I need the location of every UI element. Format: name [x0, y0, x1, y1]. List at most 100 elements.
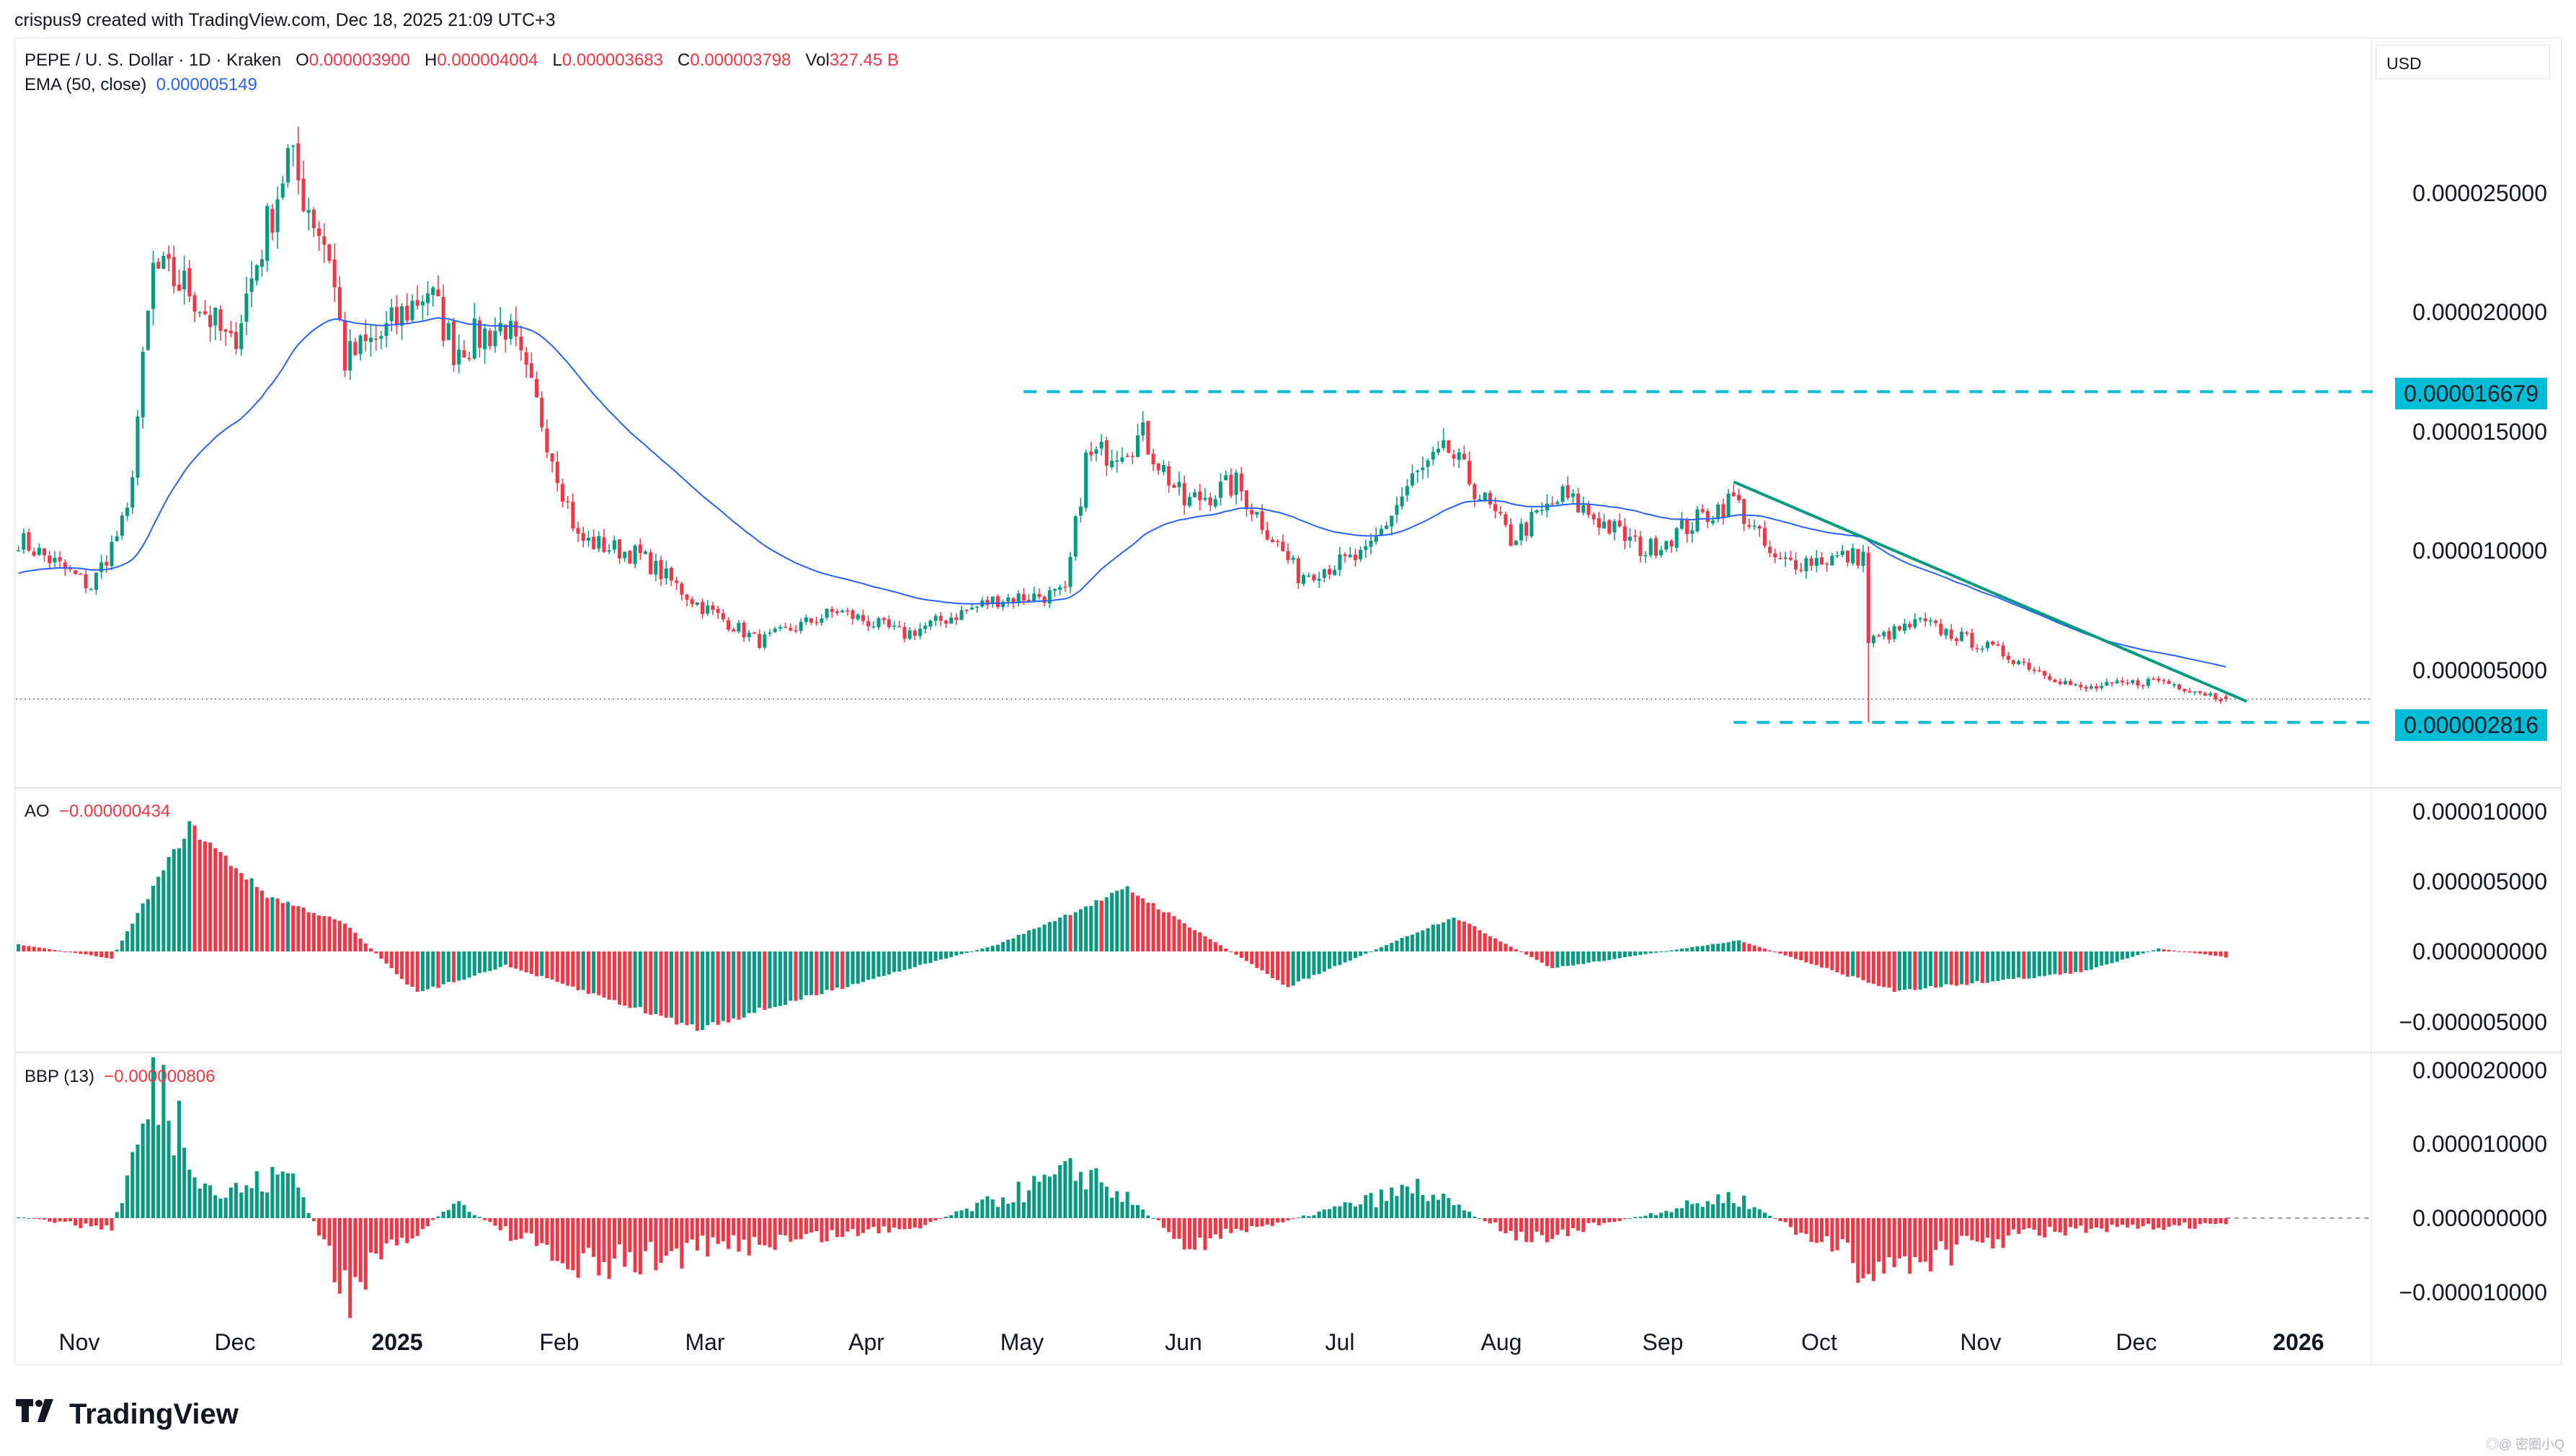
candle-body	[1390, 515, 1394, 527]
chart-frame[interactable]	[14, 37, 2562, 1365]
candle-body	[2146, 678, 2150, 686]
candle-body	[1493, 504, 1498, 512]
histogram-bar	[825, 1218, 829, 1242]
candle-body	[2053, 679, 2057, 683]
candle-body	[1302, 574, 1306, 584]
histogram-bar	[166, 1120, 171, 1218]
ao-legend[interactable]: AO −0.000000434	[25, 802, 170, 822]
candle-body	[275, 199, 280, 233]
candle-body	[1068, 556, 1072, 587]
tradingview-logo[interactable]: TradingView	[16, 1398, 239, 1431]
histogram-bar	[1281, 1218, 1285, 1222]
candle-body	[881, 618, 886, 621]
histogram-bar	[576, 1218, 580, 1278]
histogram-bar	[1819, 1218, 1824, 1243]
histogram-bar	[374, 1218, 378, 1254]
candle-body	[1980, 648, 1984, 650]
candle-body	[141, 352, 145, 418]
histogram-bar	[1244, 951, 1249, 962]
candle-body	[1359, 549, 1363, 559]
candle-body	[451, 321, 456, 365]
histogram-bar	[2084, 951, 2088, 971]
histogram-bar	[223, 856, 228, 951]
histogram-bar	[327, 1218, 332, 1246]
histogram-bar	[602, 951, 606, 998]
candle-body	[959, 610, 964, 621]
histogram-bar	[353, 933, 357, 951]
histogram-bar	[2027, 1218, 2031, 1229]
ema-legend[interactable]: EMA (50, close) 0.000005149	[25, 75, 257, 95]
histogram-bar	[2001, 951, 2005, 980]
candle-body	[1742, 499, 1746, 524]
histogram-bar	[1565, 1218, 1570, 1237]
histogram-bar	[1778, 1218, 1782, 1222]
candle-body	[1524, 523, 1529, 536]
histogram-bar	[1586, 951, 1591, 963]
currency-selector[interactable]: USD	[2376, 45, 2550, 79]
candle-body	[1731, 492, 1736, 497]
histogram-bar	[581, 1218, 585, 1253]
histogram-bar	[938, 1218, 943, 1219]
histogram-bar	[1436, 1199, 1441, 1218]
histogram-bar	[1674, 1208, 1679, 1218]
candle-body	[136, 416, 140, 478]
histogram-bar	[1110, 1197, 1114, 1218]
candle-body	[182, 270, 187, 290]
candle-body	[576, 528, 580, 534]
histogram-bar	[1887, 951, 1891, 988]
bbp-legend[interactable]: BBP (13) −0.000000806	[25, 1067, 215, 1087]
candle-body	[2095, 685, 2099, 689]
histogram-bar	[1545, 951, 1549, 967]
histogram-bar	[1270, 951, 1274, 979]
histogram-bar	[436, 951, 440, 988]
candle-body	[374, 339, 378, 340]
x-tick: Dec	[214, 1329, 256, 1355]
histogram-bar	[1799, 1218, 1803, 1233]
histogram-bar	[2151, 1218, 2156, 1230]
candle-body	[368, 337, 373, 342]
histogram-bar	[156, 1124, 161, 1218]
histogram-bar	[53, 1218, 57, 1223]
legend-c-label: C	[678, 50, 690, 70]
main-legend[interactable]: PEPE / U. S. Dollar · 1D · Kraken O0.000…	[25, 50, 899, 71]
histogram-bar	[1690, 947, 1695, 951]
candle-body	[1021, 594, 1026, 601]
candle-body	[1317, 579, 1321, 581]
candle-body	[752, 632, 757, 634]
histogram-bar	[68, 1218, 73, 1222]
histogram-bar	[2048, 951, 2052, 975]
histogram-bar	[311, 1218, 316, 1222]
histogram-bar	[535, 951, 539, 977]
candle-body	[332, 259, 337, 288]
histogram-bar	[1742, 942, 1746, 951]
candle-body	[809, 618, 814, 623]
histogram-bar	[933, 1218, 938, 1221]
histogram-bar	[483, 951, 487, 972]
histogram-bar	[1809, 1218, 1813, 1243]
histogram-bar	[2157, 948, 2161, 951]
histogram-bar	[1244, 1218, 1249, 1233]
histogram-bar	[306, 1212, 311, 1218]
histogram-bar	[850, 1218, 855, 1230]
histogram-bar	[270, 897, 275, 951]
histogram-bar	[228, 1187, 233, 1218]
histogram-bar	[892, 951, 897, 972]
candle-body	[1462, 453, 1466, 460]
histogram-bar	[840, 1218, 845, 1238]
histogram-bar	[84, 1218, 88, 1224]
candle-body	[166, 254, 171, 259]
histogram-bar	[809, 951, 814, 995]
histogram-bar	[529, 1218, 533, 1234]
histogram-bar	[763, 951, 767, 1011]
histogram-bar	[711, 951, 715, 1023]
legend-l-value: 0.000003683	[561, 50, 663, 70]
histogram-bar	[628, 951, 632, 1008]
histogram-bar	[649, 951, 653, 1015]
histogram-bar	[1193, 1218, 1197, 1250]
histogram-bar	[426, 951, 430, 990]
histogram-bar	[794, 1218, 798, 1240]
candle-body	[1607, 520, 1612, 533]
candle-body	[1612, 521, 1617, 533]
histogram-bar	[2110, 951, 2114, 964]
